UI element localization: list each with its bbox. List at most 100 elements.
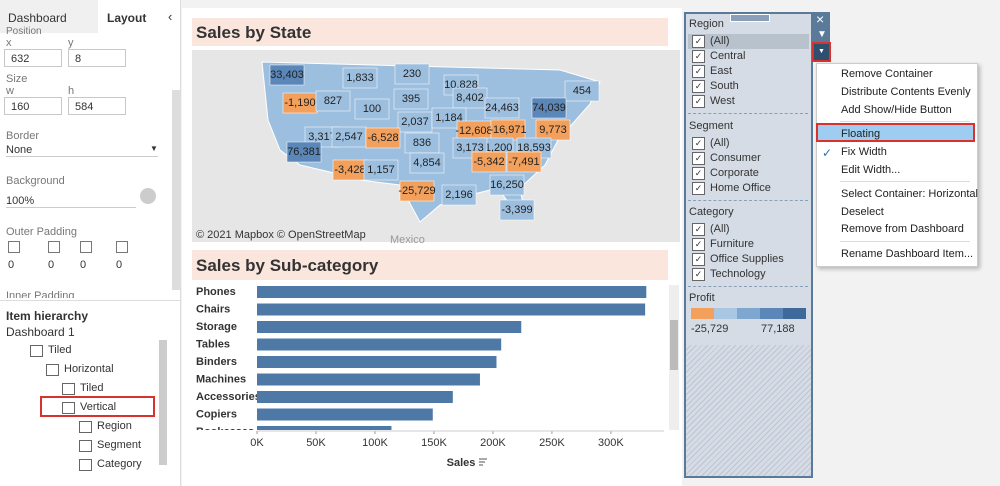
row-highlight — [688, 34, 809, 49]
input[interactable]: 632 — [4, 49, 62, 67]
filter-item[interactable]: Office Supplies — [710, 253, 784, 265]
padding-icon — [48, 241, 60, 253]
filter-title: Segment — [689, 120, 734, 132]
filter-item[interactable]: Furniture — [710, 238, 755, 250]
filter-item[interactable]: Consumer — [710, 152, 761, 164]
dropdown-button[interactable]: ▼ — [812, 42, 831, 62]
sheet-title: Sales by Sub-category — [196, 256, 379, 275]
dropdown-arrow: ▼ — [150, 144, 158, 153]
filter-title: Region — [689, 18, 724, 30]
highlight-box — [40, 396, 155, 417]
legend-swatch — [783, 308, 806, 319]
checkbox[interactable]: ✓ — [692, 238, 705, 251]
menu-item[interactable]: Select Container: Horizontal — [841, 188, 978, 200]
input[interactable]: 584 — [68, 97, 126, 115]
checkbox[interactable]: ✓ — [692, 80, 705, 93]
legend-swatch — [714, 308, 737, 319]
filter-item[interactable]: Home Office — [710, 182, 771, 194]
filter-item[interactable]: East — [710, 65, 733, 77]
section-divider — [688, 113, 808, 114]
checkbox[interactable]: ✓ — [692, 167, 705, 180]
input[interactable]: 160 — [4, 97, 62, 115]
padding-value[interactable]: 0 — [8, 259, 15, 271]
tree-root[interactable]: Dashboard 1 — [6, 325, 75, 339]
filter-item[interactable]: Corporate — [710, 167, 759, 179]
padding-icon — [116, 241, 128, 253]
collapse-icon[interactable]: ‹ — [168, 9, 173, 24]
padding-value[interactable]: 0 — [116, 259, 123, 271]
pin-icon[interactable]: ▼ — [817, 29, 827, 40]
menu-item[interactable]: Edit Width... — [841, 164, 901, 176]
label: y — [68, 37, 74, 49]
checkbox[interactable]: ✓ — [692, 268, 705, 281]
menu-item[interactable]: Deselect — [841, 206, 884, 218]
tree-icon — [79, 440, 92, 452]
tree-icon — [62, 402, 75, 414]
padding-value[interactable]: 0 — [48, 259, 55, 271]
dashboard — [182, 8, 682, 486]
tree-item[interactable]: Tiled — [80, 382, 104, 394]
legend-swatch — [737, 308, 760, 319]
tab-label[interactable]: Dashboard — [8, 11, 67, 25]
checkbox[interactable]: ✓ — [692, 152, 705, 165]
filter-item[interactable]: West — [710, 95, 735, 107]
scrollbar[interactable] — [159, 340, 167, 465]
menu-item[interactable]: Add Show/Hide Button — [841, 104, 952, 116]
tree-item[interactable]: Category — [97, 458, 142, 470]
section-title: Item hierarchy — [6, 309, 89, 323]
input[interactable]: 8 — [68, 49, 126, 67]
divider — [0, 300, 180, 301]
filter-item[interactable]: South — [710, 80, 739, 92]
menu-item[interactable]: Rename Dashboard Item... — [841, 248, 974, 260]
filter-item[interactable]: Technology — [710, 268, 766, 280]
padding-icon — [8, 241, 20, 253]
legend-label: -25,729 — [691, 323, 729, 335]
color-swatch[interactable] — [140, 188, 156, 204]
check-mark: ✓ — [822, 146, 833, 160]
tab-label[interactable]: Layout — [107, 11, 147, 25]
menu-item[interactable]: Remove Container — [841, 68, 933, 80]
label: Background — [6, 175, 65, 187]
menu-divider — [840, 181, 970, 182]
menu-item[interactable]: Floating — [841, 128, 881, 140]
close-icon[interactable]: × — [816, 11, 825, 27]
menu-item[interactable]: Fix Width — [841, 146, 887, 158]
filter-item[interactable]: (All) — [710, 35, 730, 47]
dropdown[interactable]: 100% — [6, 195, 136, 208]
tree-icon — [46, 364, 59, 376]
tree-icon — [30, 345, 43, 357]
tree-item[interactable]: Region — [97, 420, 132, 432]
title-bar — [192, 18, 668, 46]
label: Size — [6, 73, 28, 85]
checkbox[interactable]: ✓ — [692, 253, 705, 266]
checkbox[interactable]: ✓ — [692, 35, 705, 48]
tree-item[interactable]: Tiled — [48, 344, 72, 356]
menu-item[interactable]: Remove from Dashboard — [841, 223, 964, 235]
checkbox[interactable]: ✓ — [692, 182, 705, 195]
checkbox[interactable]: ✓ — [692, 95, 705, 108]
scrollbar[interactable] — [172, 90, 180, 290]
checkbox[interactable]: ✓ — [692, 223, 705, 236]
tree-item[interactable]: Segment — [97, 439, 142, 451]
menu-item[interactable]: Distribute Contents Evenly — [841, 86, 971, 98]
label: x — [6, 37, 12, 49]
tree-item[interactable]: Horizontal — [64, 363, 114, 375]
checkbox[interactable]: ✓ — [692, 65, 705, 78]
section-divider — [688, 286, 808, 287]
tree-item[interactable]: Vertical — [80, 401, 117, 413]
filter-title: Category — [689, 206, 734, 218]
padding-value[interactable]: 0 — [80, 259, 87, 271]
drag-handle[interactable] — [730, 14, 770, 22]
sheet-title: Sales by State — [196, 23, 312, 42]
left-panel — [0, 0, 181, 486]
filter-item[interactable]: Central — [710, 50, 746, 62]
tab[interactable] — [0, 0, 98, 33]
filter-item[interactable]: (All) — [710, 223, 730, 235]
checkbox[interactable]: ✓ — [692, 137, 705, 150]
tree-icon — [62, 383, 75, 395]
dropdown[interactable]: None — [6, 144, 158, 157]
checkbox[interactable]: ✓ — [692, 50, 705, 63]
section-divider — [688, 200, 808, 201]
filter-item[interactable]: (All) — [710, 137, 730, 149]
hatched-area — [686, 345, 811, 476]
